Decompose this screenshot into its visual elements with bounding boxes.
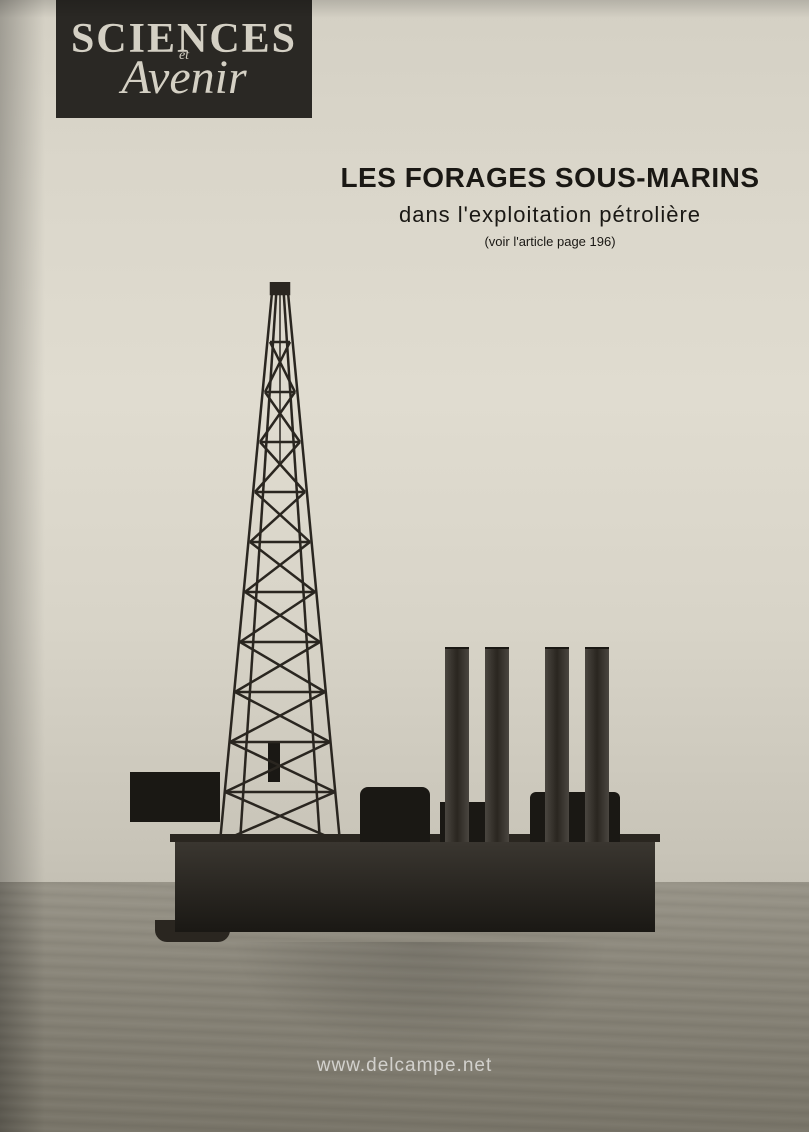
platform-reflection [230,942,610,1052]
masthead-connector: et [179,48,189,64]
smokestack-2 [485,647,509,842]
drilling-platform-hull [175,842,655,932]
headline-subtitle: dans l'exploitation pétrolière [340,202,760,228]
source-watermark: www.delcampe.net [0,1055,809,1077]
derrick-lattice-icon [215,282,345,842]
cover-headline-block: LES FORAGES SOUS-MARINS dans l'exploitat… [340,162,760,249]
smokestack-3 [545,647,569,842]
machinery-tank [360,787,430,842]
crane-extension [130,772,220,822]
magazine-cover-page: SCIENCES et Avenir LES FORAGES SOUS-MARI… [0,0,809,1132]
smokestack-4 [585,647,609,842]
page-edge-shadow-top [0,0,809,18]
headline-main: LES FORAGES SOUS-MARINS [340,162,760,194]
headline-page-reference: (voir l'article page 196) [340,234,760,249]
drilling-derrick-tower [215,282,345,842]
smokestack-1 [445,647,469,842]
page-edge-shadow-left [0,0,45,1132]
